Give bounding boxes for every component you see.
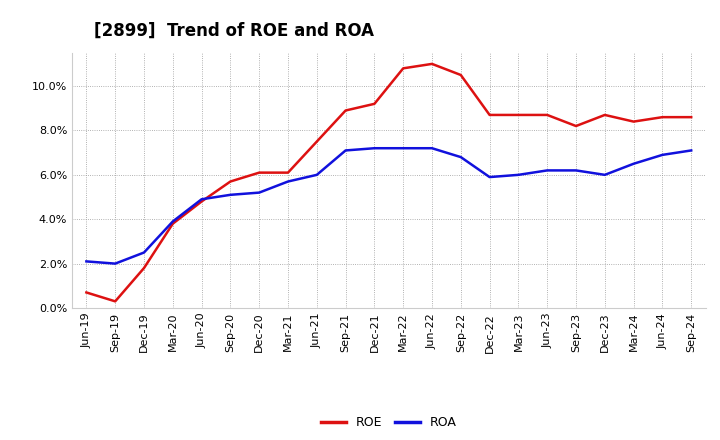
ROE xyxy=(341,108,350,113)
ROE xyxy=(687,114,696,120)
ROA xyxy=(140,250,148,255)
ROA xyxy=(456,154,465,160)
ROA xyxy=(370,146,379,151)
ROE xyxy=(197,199,206,204)
ROA xyxy=(428,146,436,151)
ROA xyxy=(629,161,638,166)
ROE xyxy=(428,61,436,66)
ROE xyxy=(658,114,667,120)
ROA xyxy=(168,219,177,224)
Legend: ROE, ROA: ROE, ROA xyxy=(316,411,462,434)
Text: [2899]  Trend of ROE and ROA: [2899] Trend of ROE and ROA xyxy=(94,22,374,40)
ROE xyxy=(370,101,379,106)
Line: ROA: ROA xyxy=(86,148,691,264)
ROA xyxy=(226,192,235,198)
ROE xyxy=(111,299,120,304)
ROE xyxy=(284,170,292,175)
ROE xyxy=(514,112,523,117)
ROA xyxy=(341,148,350,153)
ROA xyxy=(197,197,206,202)
ROE xyxy=(399,66,408,71)
ROE xyxy=(168,221,177,226)
ROA xyxy=(514,172,523,177)
ROA xyxy=(658,152,667,158)
ROA xyxy=(572,168,580,173)
Line: ROE: ROE xyxy=(86,64,691,301)
ROE xyxy=(543,112,552,117)
ROA xyxy=(111,261,120,266)
ROA xyxy=(399,146,408,151)
ROE xyxy=(312,139,321,144)
ROE xyxy=(456,72,465,77)
ROA xyxy=(600,172,609,177)
ROA xyxy=(543,168,552,173)
ROA xyxy=(284,179,292,184)
ROA xyxy=(485,174,494,180)
ROE xyxy=(226,179,235,184)
ROA xyxy=(255,190,264,195)
ROE xyxy=(140,265,148,271)
ROA xyxy=(312,172,321,177)
ROA xyxy=(82,259,91,264)
ROE xyxy=(485,112,494,117)
ROA xyxy=(687,148,696,153)
ROE xyxy=(572,123,580,128)
ROE xyxy=(255,170,264,175)
ROE xyxy=(82,290,91,295)
ROE xyxy=(629,119,638,124)
ROE xyxy=(600,112,609,117)
